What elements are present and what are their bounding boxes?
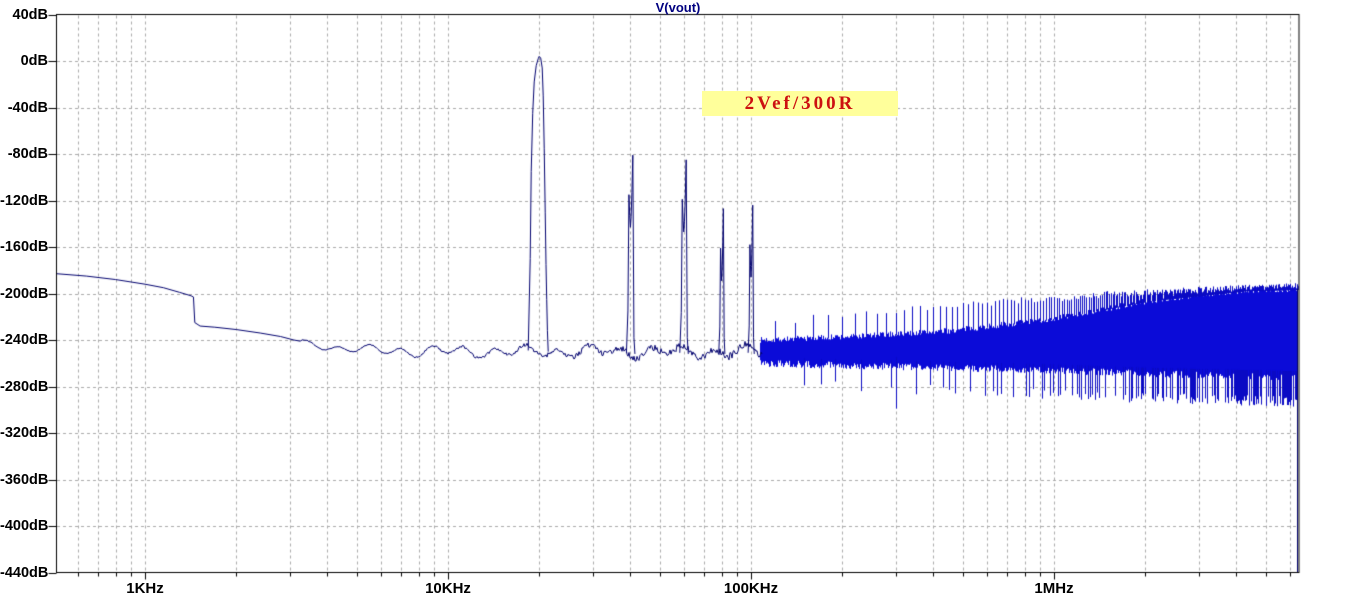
y-axis-tick-label: -160dB	[0, 239, 49, 255]
y-axis-tick-label: -200dB	[0, 285, 49, 302]
y-axis-tick-label: 40dB	[12, 6, 48, 23]
y-axis-tick-label: -40dB	[7, 99, 48, 116]
y-axis-tick-label: -280dB	[0, 378, 49, 395]
x-axis-tick-label: 100KHz	[723, 580, 779, 597]
x-axis-tick-label: 1MHz	[1034, 580, 1074, 597]
trace-title[interactable]: V(vout)	[655, 0, 701, 15]
y-axis-tick-label: -440dB	[0, 564, 49, 581]
annotation-label[interactable]: 2Vef/300R	[702, 91, 898, 116]
y-axis-tick-label: -240dB	[0, 332, 49, 348]
y-axis-tick-label: -80dB	[7, 146, 48, 162]
y-axis-tick-label: 0dB	[20, 53, 48, 69]
y-axis-tick-label: -120dB	[0, 192, 49, 209]
y-axis-tick-label: -400dB	[0, 518, 49, 534]
x-axis-tick-label: 10KHz	[425, 580, 471, 597]
y-axis-tick-label: -320dB	[0, 425, 49, 441]
x-axis-tick-label: 1KHz	[126, 580, 164, 597]
y-axis[interactable]: 40dB 0dB -40dB -80dB -120dB -160dB -200dB -240d…	[0, 0, 49, 605]
y-axis-tick-label: -360dB	[0, 471, 49, 488]
